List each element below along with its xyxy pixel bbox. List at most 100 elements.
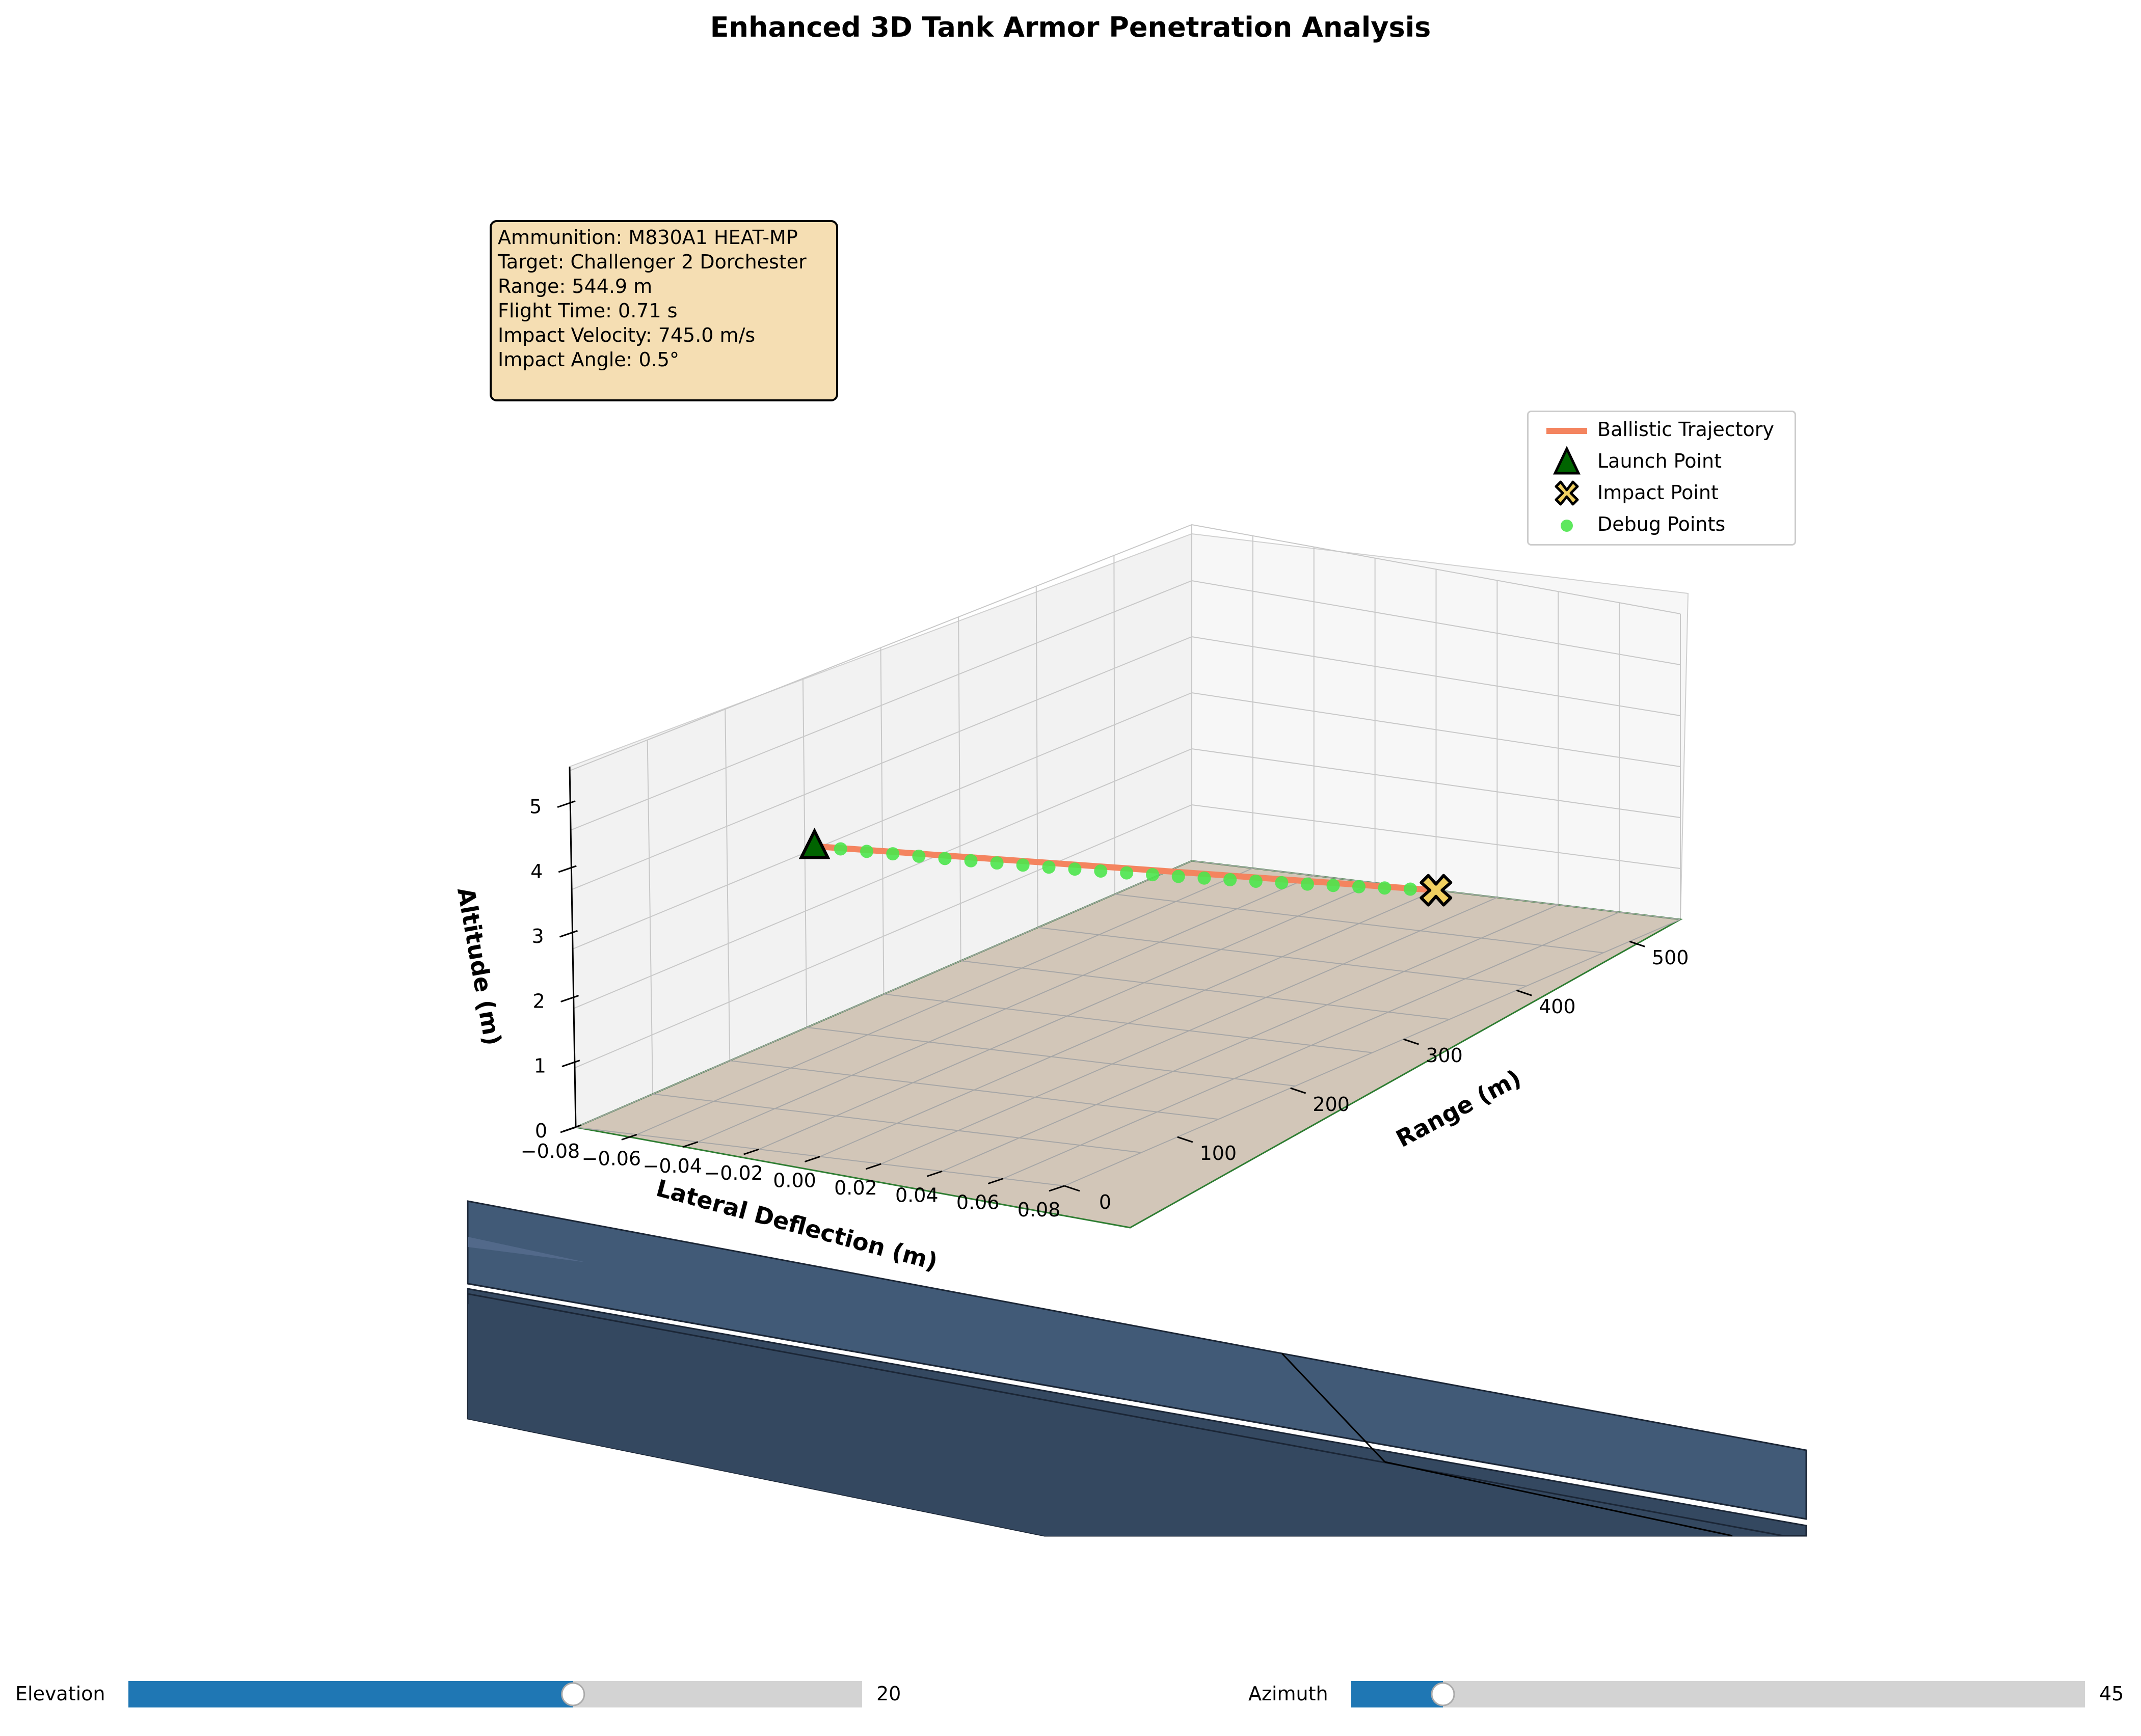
azimuth-value: 45 [2099,1683,2124,1705]
z-axis-label: Altitude (m) [452,885,507,1048]
debug-point [1042,860,1056,874]
info-impact-angle: Impact Angle: 0.5° [498,348,679,371]
x-tick-label: 0.06 [956,1191,1000,1214]
debug-point [1068,862,1082,876]
legend-label: Launch Point [1597,450,1722,472]
legend-item-impact: Impact Point [1529,477,1795,509]
debug-point [1352,880,1366,893]
y-tick [1516,989,1532,996]
y-tick-label: 500 [1652,946,1689,969]
legend-label: Ballistic Trajectory [1597,418,1774,441]
debug-point [1197,871,1211,885]
slider-fill [1351,1681,1443,1707]
legend: Ballistic Trajectory Launch Point Impact… [1527,411,1796,546]
debug-point [912,849,926,863]
pane-grid-line [574,804,1681,1069]
debug-point [886,847,900,861]
legend-item-launch: Launch Point [1529,446,1795,477]
info-box: Ammunition: M830A1 HEAT-MP Target: Chall… [490,220,838,401]
slider-handle[interactable] [1431,1682,1455,1706]
info-impact-velocity: Impact Velocity: 745.0 m/s [498,324,756,346]
dot-marker-icon [1561,520,1573,532]
azimuth-slider[interactable] [1351,1679,2085,1710]
pane-grid-line [569,524,1681,771]
x-tick [621,1133,637,1141]
y-tick-label: 300 [1426,1044,1463,1067]
x-tick-label: 0.00 [773,1170,816,1192]
floor-grid-line [698,875,1315,1143]
x-tick [987,1178,1004,1185]
debug-point [1145,868,1159,882]
info-range: Range: 544.9 m [498,275,653,297]
elevation-slider[interactable] [128,1679,862,1710]
debug-point [1171,870,1185,883]
x-tick-label: 0.02 [834,1177,877,1199]
x-tick [805,1156,820,1162]
z-tick-label: 0 [535,1120,547,1142]
z-tick [561,1060,580,1068]
armor-front-face [468,1304,1778,1536]
y-tick [1629,940,1645,947]
y-tick [1290,1087,1306,1094]
y-tick-label: 400 [1539,995,1576,1018]
z-tick [560,995,579,1002]
slider-handle[interactable] [561,1682,585,1706]
floor-grid-line [575,860,1192,1128]
debug-point [1300,877,1314,891]
floor-grid-line [636,867,1253,1135]
z-axis-ticks: 0 1 2 3 4 5 [529,796,581,1142]
armor-highlight [468,1237,586,1262]
slider-track[interactable] [1351,1681,2085,1707]
z-tick-label: 4 [530,860,543,883]
x-tick [926,1170,943,1177]
debug-point [1378,881,1391,895]
y-axis-ticks: 0 100 200 300 400 500 [1064,940,1689,1213]
debug-point [1403,882,1417,896]
launch-point-marker [798,827,831,859]
impact-point-marker [1420,874,1453,907]
x-axis-ticks: −0.08 −0.06 −0.04 −0.02 0.00 0.02 0.04 0.06 0.08 [521,1126,1065,1221]
y-tick-label: 0 [1099,1191,1111,1213]
azimuth-slider-label: Azimuth [1248,1683,1328,1705]
legend-line-swatch [1546,428,1587,434]
x-tick [865,1163,881,1170]
z-tick-label: 1 [534,1055,546,1077]
debug-point [860,845,874,858]
debug-point [1326,879,1340,892]
slider-fill [128,1681,573,1707]
y-tick [1177,1136,1193,1143]
debug-point [964,854,978,867]
armor-plate [467,1200,1807,1537]
axes-3d: 0 1 2 3 4 5 −0.08 −0.06 −0.04 −0.02 0.00 0.02 0.04 0… [452,524,1689,1276]
pane-grid-line [570,580,1681,831]
legend-label: Debug Points [1597,513,1726,535]
x-tick [682,1141,699,1148]
debug-point [1120,866,1134,880]
z-axis-line [569,766,577,1128]
triangle-marker-icon [1553,446,1581,475]
z-tick [557,800,576,808]
debug-point [1094,864,1108,878]
x-tick [743,1148,760,1155]
floor-grid-line [1064,919,1681,1186]
floor-grid-line [759,882,1376,1150]
plot-data [798,827,1453,907]
elevation-slider-label: Elevation [15,1683,105,1705]
armor-seam [1281,1352,1386,1463]
debug-point [1016,858,1030,872]
x-tick-label: 0.08 [1018,1199,1061,1221]
armor-top-face [467,1200,1807,1520]
armor-seam [1384,1461,1733,1537]
armor-edge [467,1283,1807,1520]
debug-point [1223,873,1237,886]
debug-point [938,852,952,865]
pane-grid-line [571,636,1681,890]
y-axis-label: Range (m) [1391,1064,1526,1153]
x-tick-label: −0.02 [704,1162,763,1184]
z-tick-label: 5 [529,796,542,818]
y-tick [1064,1185,1080,1192]
info-ammunition: Ammunition: M830A1 HEAT-MP [498,226,798,249]
debug-point [1275,876,1289,889]
z-tick-label: 2 [533,990,545,1012]
elevation-value: 20 [876,1683,901,1705]
